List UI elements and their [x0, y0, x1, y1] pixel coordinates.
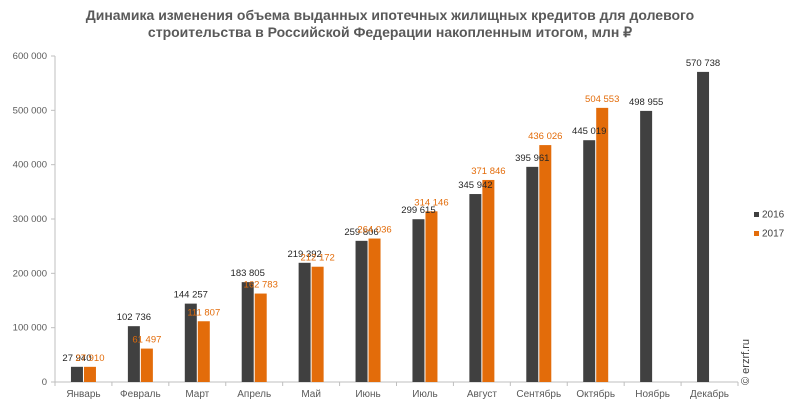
bar-2016 [469, 194, 482, 382]
bar-2016 [583, 140, 596, 382]
legend-label-2017: 2017 [762, 229, 785, 240]
data-label-2017: 162 783 [244, 280, 278, 291]
data-label-2017: 27 910 [75, 353, 104, 364]
data-label-2016: 144 257 [174, 290, 208, 301]
y-tick-label: 400 000 [13, 160, 47, 171]
bar-2017 [83, 366, 96, 382]
bar-2017 [368, 238, 381, 382]
x-tick-label: Июнь [355, 389, 380, 400]
y-tick-label: 200 000 [13, 268, 47, 279]
bar-2016 [526, 166, 539, 382]
bar-2017 [254, 293, 267, 382]
x-axis: Январь Февраль Март Апрель Май Июнь Июль Август… [54, 381, 739, 400]
bar-2016 [70, 366, 83, 382]
data-label-2017: 212 172 [300, 253, 334, 264]
x-tick-label: Март [185, 389, 209, 400]
bar-2017 [197, 321, 210, 382]
data-label-2016: 219 392 [287, 249, 321, 260]
data-label-2017: 264 036 [357, 225, 391, 236]
bars [70, 71, 710, 383]
bar-2017 [596, 107, 609, 383]
bar-2016 [184, 303, 197, 382]
data-labels: 27 940 102 736 144 257 183 805 219 392 259 80… [62, 58, 720, 364]
data-label-2016: 299 615 [401, 205, 435, 216]
chart-title-line-1: Динамика изменения объема выданных ипоте… [86, 7, 695, 23]
x-tick-label: Ноябрь [635, 388, 670, 400]
bar-2017 [425, 211, 438, 382]
data-label-2017: 314 146 [414, 197, 448, 208]
legend-swatch-2016 [754, 212, 759, 217]
x-tick-label: Август [467, 389, 498, 400]
bar-2016 [640, 110, 653, 382]
credit-text: © erzrf.ru [740, 339, 752, 385]
data-label-2016: 345 942 [458, 180, 492, 191]
data-label-2016: 395 961 [515, 153, 549, 164]
x-tick-label: Октябрь [576, 388, 615, 400]
x-tick-label: Апрель [237, 389, 271, 400]
x-tick-label: Февраль [120, 389, 161, 400]
bar-2017 [140, 348, 153, 382]
data-label-2016: 570 738 [686, 58, 720, 69]
y-tick-label: 0 [42, 377, 47, 388]
chart-title: Динамика изменения объема выданных ипоте… [86, 7, 695, 40]
data-label-2017: 111 807 [187, 307, 220, 318]
y-tick-label: 500 000 [13, 105, 47, 116]
data-label-2017: 61 497 [132, 335, 161, 346]
y-tick-label: 600 000 [13, 51, 47, 62]
data-label-2017: 504 553 [585, 94, 619, 105]
y-tick-label: 100 000 [13, 323, 47, 334]
legend: 2016 2017 [754, 210, 785, 240]
data-label-2017: 371 846 [471, 166, 505, 177]
bar-2016 [697, 71, 710, 382]
data-label-2016: 183 805 [231, 268, 265, 279]
bar-2016 [298, 262, 311, 382]
bar-2016 [241, 282, 254, 382]
bar-2016 [127, 326, 140, 382]
data-label-2016: 102 736 [117, 312, 151, 323]
legend-swatch-2017 [754, 231, 759, 236]
bar-2017 [539, 145, 552, 382]
bar-2017 [311, 266, 324, 382]
x-tick-label: Январь [66, 389, 100, 400]
x-tick-label: Сентябрь [516, 388, 561, 400]
bar-2016 [412, 219, 425, 382]
bar-2016 [355, 240, 368, 382]
y-axis: 0 100 000 200 000 300 000 400 000 500 000 600 … [13, 51, 56, 388]
legend-label-2016: 2016 [762, 210, 785, 221]
data-label-2016: 259 806 [344, 227, 378, 238]
x-tick-label: Декабрь [690, 388, 729, 400]
data-label-2016: 27 940 [62, 353, 91, 364]
data-label-2016: 498 955 [629, 97, 663, 108]
bar-2017 [482, 179, 495, 382]
x-tick-label: Июль [412, 389, 438, 400]
x-tick-label: Май [301, 389, 321, 400]
data-label-2016: 445 019 [572, 126, 606, 137]
y-tick-label: 300 000 [13, 214, 47, 225]
chart-title-line-2: строительства в Российской Федерации нак… [148, 24, 632, 40]
data-label-2017: 436 026 [528, 131, 562, 142]
